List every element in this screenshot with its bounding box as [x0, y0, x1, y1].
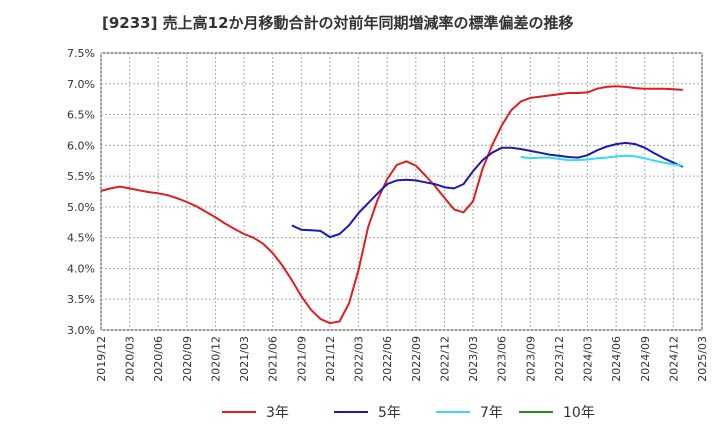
y-tick-label: 4.5% — [67, 232, 95, 245]
x-tick-label: 2022/06 — [381, 336, 394, 382]
x-tick-label: 2019/12 — [95, 336, 108, 382]
x-tick-label: 2021/06 — [267, 336, 280, 382]
x-tick-label: 2024/12 — [667, 336, 680, 382]
series-line-5年 — [291, 141, 684, 239]
x-tick-label: 2024/06 — [610, 336, 623, 382]
x-tick-label: 2022/03 — [353, 336, 366, 382]
legend: 3年 5年 7年 10年 — [222, 405, 595, 421]
x-tick-label: 2023/03 — [467, 336, 480, 382]
x-tick-label: 2023/12 — [553, 336, 566, 382]
series-line-7年 — [520, 154, 684, 167]
series-line-3年 — [100, 85, 683, 325]
x-tick-label: 2022/12 — [438, 336, 451, 382]
y-tick-label: 5.0% — [67, 201, 95, 214]
x-tick-label: 2020/06 — [152, 336, 165, 382]
legend-label: 10年 — [563, 405, 595, 421]
plot-area — [100, 52, 703, 331]
y-tick-label: 5.5% — [67, 170, 95, 183]
x-tick-label: 2020/12 — [209, 336, 222, 382]
x-tick-label: 2023/09 — [524, 336, 537, 382]
x-tick-label: 2020/09 — [181, 336, 194, 382]
y-tick-label: 7.5% — [67, 47, 95, 60]
y-tick-label: 7.0% — [67, 78, 95, 91]
y-axis-ticks: 7.5% 7.0% 6.5% 6.0% 5.5% 5.0% 4.5% 4.0% 3.5% 3.0% — [67, 47, 95, 337]
y-tick-label: 6.0% — [67, 139, 95, 152]
y-tick-label: 3.0% — [67, 324, 95, 337]
y-tick-label: 6.5% — [67, 109, 95, 122]
x-tick-label: 2024/09 — [639, 336, 652, 382]
legend-label: 3年 — [266, 405, 289, 421]
series-lines — [100, 85, 684, 325]
legend-label: 7年 — [480, 405, 503, 421]
x-tick-label: 2023/06 — [496, 336, 509, 382]
x-tick-label: 2021/03 — [238, 336, 251, 382]
x-axis-ticks: 2019/12 2020/03 2020/06 2020/09 2020/12 2021/… — [95, 336, 709, 382]
x-tick-label: 2024/03 — [582, 336, 595, 382]
x-tick-label: 2022/09 — [410, 336, 423, 382]
grid — [100, 52, 703, 331]
x-tick-label: 2021/12 — [324, 336, 337, 382]
chart-title: [9233] 売上高12か月移動合計の対前年同期増減率の標準偏差の推移 — [102, 14, 574, 32]
x-tick-label: 2021/09 — [295, 336, 308, 382]
y-tick-label: 4.0% — [67, 262, 95, 275]
y-tick-label: 3.5% — [67, 293, 95, 306]
x-tick-label: 2020/03 — [124, 336, 137, 382]
legend-label: 5年 — [378, 405, 401, 421]
x-tick-label: 2025/03 — [696, 336, 709, 382]
